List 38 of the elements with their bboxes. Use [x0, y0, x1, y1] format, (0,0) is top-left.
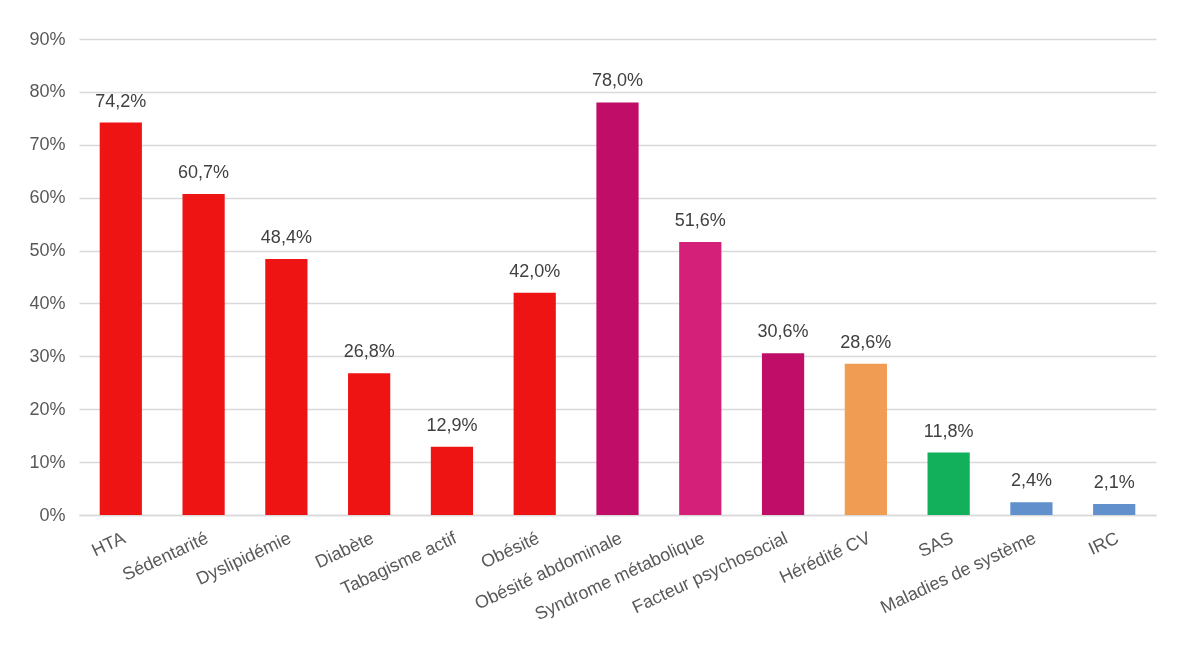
- data-label: 60,7%: [178, 161, 230, 182]
- data-label: 26,8%: [343, 341, 395, 362]
- y-tick-label: 30%: [29, 345, 66, 366]
- data-label: 42,0%: [509, 260, 561, 281]
- data-label: 78,0%: [591, 70, 644, 91]
- bar: [1093, 503, 1136, 515]
- bar: [265, 259, 308, 515]
- bar: [679, 242, 722, 515]
- y-tick-label: 90%: [29, 28, 66, 49]
- y-tick-label: 50%: [29, 240, 66, 261]
- data-label: 51,6%: [674, 210, 726, 231]
- y-tick-label: 80%: [29, 81, 66, 102]
- y-tick-label: 10%: [29, 451, 66, 472]
- y-tick-label: 40%: [29, 292, 66, 313]
- data-label: 11,8%: [923, 420, 974, 441]
- y-tick-label: 60%: [29, 187, 66, 208]
- bar: [844, 363, 887, 515]
- bar: [348, 373, 391, 515]
- data-label: 12,9%: [426, 414, 478, 435]
- data-label: 48,4%: [260, 227, 312, 248]
- y-tick-label: 20%: [29, 398, 66, 419]
- bar: [761, 353, 805, 515]
- y-tick-label: 70%: [29, 134, 66, 155]
- y-tick-label: 0%: [39, 504, 66, 525]
- data-label: 28,6%: [840, 331, 892, 352]
- data-label: 2,1%: [1093, 471, 1135, 492]
- x-tick-label: SAS: [915, 527, 957, 562]
- bar: [596, 102, 639, 515]
- x-tick-label: IRC: [1085, 527, 1122, 559]
- bar: [513, 292, 556, 515]
- bar: [99, 122, 142, 515]
- bar: [1010, 502, 1053, 515]
- data-label: 2,4%: [1010, 470, 1052, 491]
- data-label: 30,6%: [757, 321, 809, 342]
- bar: [182, 193, 225, 515]
- bar: [430, 446, 474, 515]
- bar: [927, 452, 970, 515]
- data-label: 74,2%: [95, 90, 147, 111]
